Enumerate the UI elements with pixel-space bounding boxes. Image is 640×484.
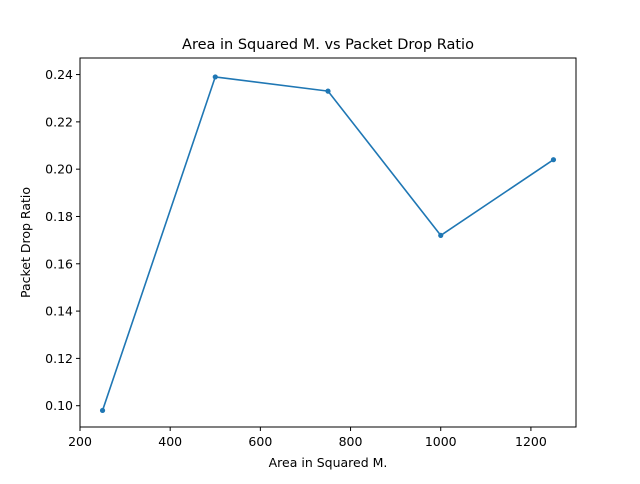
data-point <box>550 157 557 163</box>
y-axis-ticks: 0.10 0.12 0.14 0.16 0.18 0.20 0.22 0.24 <box>45 67 80 413</box>
x-tick-label: 1200 <box>515 434 547 449</box>
y-tick-label: 0.14 <box>45 304 73 319</box>
plot-area-frame <box>79 57 577 428</box>
x-tick-label: 1000 <box>425 434 457 449</box>
x-axis-label: Area in Squared M. <box>269 455 388 470</box>
data-point <box>438 232 444 239</box>
x-tick-label: 800 <box>339 434 363 449</box>
series-layer <box>99 74 557 414</box>
y-tick-label: 0.18 <box>45 209 73 224</box>
data-point <box>99 407 106 414</box>
series-line <box>101 76 554 411</box>
x-axis-ticks: 200 400 600 800 1000 1200 <box>68 427 547 449</box>
x-tick-label: 200 <box>68 434 92 449</box>
y-tick-label: 0.24 <box>45 67 73 82</box>
x-tick-label: 400 <box>158 434 182 449</box>
y-tick-label: 0.10 <box>45 398 73 413</box>
data-point <box>212 74 218 80</box>
x-tick-label: 600 <box>248 434 272 449</box>
y-tick-label: 0.16 <box>45 256 73 271</box>
chart-title: Area in Squared M. vs Packet Drop Ratio <box>182 37 474 53</box>
y-tick-label: 0.12 <box>45 351 73 366</box>
y-tick-label: 0.20 <box>45 162 73 177</box>
y-tick-label: 0.22 <box>45 114 73 129</box>
y-axis-label: Packet Drop Ratio <box>18 187 33 298</box>
data-point <box>325 88 331 94</box>
